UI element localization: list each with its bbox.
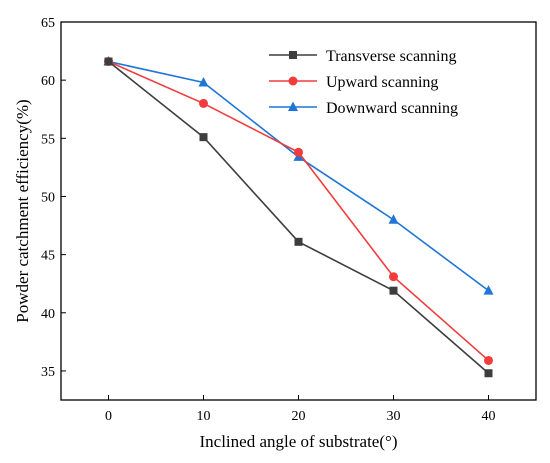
legend-label: Transverse scanning xyxy=(326,48,457,65)
y-tick-label: 50 xyxy=(41,190,55,205)
x-axis-title: Inclined angle of substrate(°) xyxy=(200,432,398,451)
y-axis-title: Powder catchment efficiency(%) xyxy=(13,99,32,322)
x-tick-label: 10 xyxy=(197,409,211,424)
x-tick-label: 40 xyxy=(482,409,496,424)
data-point xyxy=(294,147,303,157)
legend-marker xyxy=(289,51,297,59)
x-tick-label: 0 xyxy=(105,409,112,424)
data-point xyxy=(389,286,398,295)
data-point xyxy=(104,57,113,66)
data-point xyxy=(294,237,303,246)
x-tick-label: 30 xyxy=(387,409,401,424)
data-point xyxy=(388,214,399,224)
y-tick-label: 35 xyxy=(41,365,55,380)
legend: Transverse scanning Upward scanning Downwa… xyxy=(269,48,458,117)
plot-frame xyxy=(60,21,537,401)
data-point xyxy=(484,369,493,378)
data-point xyxy=(198,76,209,87)
legend-label: Upward scanning xyxy=(326,74,438,91)
legend-label: Downward scanning xyxy=(326,100,458,117)
y-tick-label: 60 xyxy=(41,74,55,89)
series-line xyxy=(108,60,489,292)
data-point xyxy=(484,355,493,365)
legend-marker xyxy=(288,76,298,86)
legend-item-downward-scanning: Downward scanning xyxy=(269,100,458,117)
y-tick-label: 40 xyxy=(41,307,55,322)
data-point xyxy=(199,98,208,108)
series-downward-scanning xyxy=(103,56,494,295)
y-tick-label: 55 xyxy=(41,132,55,147)
series-transverse-scanning xyxy=(104,57,493,378)
data-point xyxy=(389,272,398,282)
plot-area: 0 10 20 30 40 35 40 45 50 55 60 65 xyxy=(41,16,537,424)
y-tick-label: 45 xyxy=(41,249,55,264)
x-tick-label: 20 xyxy=(292,409,306,424)
data-point xyxy=(199,133,208,142)
y-tick-label: 65 xyxy=(41,16,55,31)
legend-item-upward-scanning: Upward scanning xyxy=(269,74,438,91)
data-point xyxy=(483,285,494,295)
legend-marker xyxy=(288,101,298,111)
legend-item-transverse-scanning: Transverse scanning xyxy=(269,48,457,65)
